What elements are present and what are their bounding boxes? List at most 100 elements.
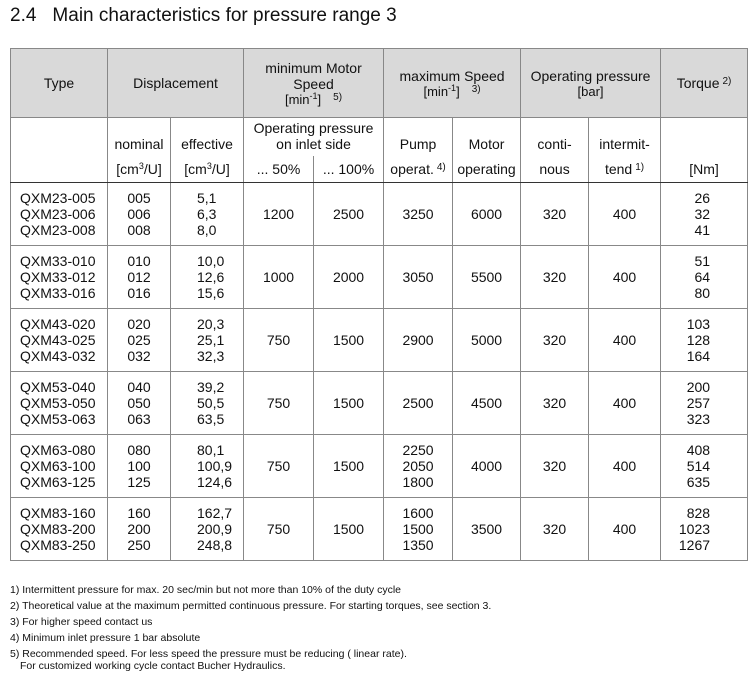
model-cell: QXM33-010 QXM33-012 QXM33-016 [10,245,108,309]
continuous-pressure-cell: 320 [520,371,590,435]
cell-line: 025 [127,332,151,348]
cell-line: 3050 [402,269,434,285]
intermittent-pressure-cell: 400 [588,434,662,498]
torque-cell: 200 257 323 [660,371,749,435]
cell-line: 100,9 [197,458,233,474]
min-speed-50-cell: 750 [243,371,315,435]
table-cell: [cm3/U] [107,156,171,183]
nominal-cell: 080 100 125 [107,434,171,498]
cell-line: 020 [127,316,151,332]
cell-line: 25,1 [197,332,225,348]
pump-speed-cell: 1600 1500 1350 [383,497,454,561]
footnote: 4) Minimum inlet pressure 1 bar absolute [10,632,201,644]
cell-line: 257 [686,395,711,411]
cell-line: 39,2 [197,379,225,395]
cell-line: 1800 [402,474,434,490]
motor-speed-cell: 5000 [452,308,522,372]
min-speed-50-cell: 1200 [243,182,315,246]
cell-line: 635 [686,474,711,490]
pump-speed-cell: 3050 [383,245,454,309]
table-cell: tend 1) [588,156,662,183]
cell-line: 200 [127,521,151,537]
span: /U] [211,161,230,177]
span: 1) [635,162,645,173]
motor-speed-cell: 4000 [452,434,522,498]
cell-line: QXM83-250 [20,537,96,553]
effective-cell: 39,2 50,5 63,5 [169,371,245,435]
pump-speed-cell: 3250 [383,182,454,246]
model-cell: QXM63-080 QXM63-100 QXM63-125 [10,434,108,498]
cell-line: 63,5 [197,411,225,427]
effective-cell: 10,0 12,6 15,6 [169,245,245,309]
nominal-cell: 160 200 250 [107,497,171,561]
table-cell: nous [520,156,590,183]
min-speed-100-cell: 2500 [313,182,385,246]
model-cell: QXM23-005 QXM23-006 QXM23-008 [10,182,108,246]
span: Main characteristics for pressure range … [52,5,397,26]
continuous-pressure-cell: 320 [520,497,590,561]
table-cell [10,117,108,156]
pump-speed-cell: 2500 [383,371,454,435]
continuous-pressure-cell: 320 [520,182,590,246]
torque-cell: 103 128 164 [660,308,749,372]
motor-speed-cell: 6000 [452,182,522,246]
cell-line: 063 [127,411,151,427]
cell-line: 128 [686,332,711,348]
sup: -1 [448,82,457,93]
cell-line: 162,7 [197,505,233,521]
cell-line: 64 [694,269,711,285]
cell-line: 124,6 [197,474,233,490]
cell-line: 1267 [678,537,711,553]
tr: nominal effective Operating pressure on … [10,117,749,156]
footnote: 2) Theoretical value at the maximum perm… [10,600,492,612]
cell-line: 050 [127,395,151,411]
table-cell: [cm3/U] [169,156,245,183]
cell-line: QXM33-010 [20,253,96,269]
nominal-cell: 010 012 016 [107,245,171,309]
cell-line: QXM33-012 [20,269,96,285]
cell-line: 103 [686,316,711,332]
cell-line: 2500 [402,395,434,411]
cell-line: 010 [127,253,151,269]
sup: 3 [206,161,212,171]
torque-cell: 26 32 41 [660,182,749,246]
min-speed-50-cell: 750 [243,434,315,498]
cell-line: 408 [686,442,711,458]
cell-line: QXM23-006 [20,206,96,222]
table-cell: Operating pressure on inlet side [243,117,385,156]
cell-line: 514 [686,458,711,474]
group-row: QXM43-020 QXM43-025 QXM43-032 020 025 032 20,3… [10,308,749,372]
footnote: 5) Recommended speed. For less speed the… [10,648,407,660]
min-speed-50-cell: 750 [243,308,315,372]
intermittent-pressure-cell: 400 [588,371,662,435]
section-title: 2.4 Main characteristics for pressure ran… [10,5,397,27]
cell-line: 32,3 [197,348,225,364]
cell-line: 200 [686,379,711,395]
div: minimum Motor Speed [265,59,362,92]
cell-line: QXM53-063 [20,411,96,427]
table-cell: conti- [520,117,590,156]
cell-line: 15,6 [197,285,225,301]
cell-line: QXM63-080 [20,442,96,458]
cell-line: 2250 [402,442,434,458]
footnotes: 1) Intermittent pressure for max. 20 sec… [10,582,491,674]
tr: Type Displacement minimum Motor Speed [mi… [10,48,749,118]
cell-line: 10,0 [197,253,225,269]
cell-line: 1600 [402,505,434,521]
cell-line: 1500 [402,521,434,537]
div: [bar] [577,83,604,99]
effective-cell: 80,1 100,9 124,6 [169,434,245,498]
intermittent-pressure-cell: 400 [588,245,662,309]
cell-line: 005 [127,190,151,206]
cell-line: 41 [694,222,711,238]
cell-line: 006 [127,206,151,222]
cell-line: 1023 [678,521,711,537]
div: Operating pressure [530,67,651,84]
cell-line: 1350 [402,537,434,553]
span: [min [284,91,310,107]
cell-line: 016 [127,285,151,301]
table-cell: [Nm] [660,156,749,183]
cell-line: 8,0 [197,222,217,238]
cell-line: QXM83-160 [20,505,96,521]
pump-speed-cell: 2900 [383,308,454,372]
